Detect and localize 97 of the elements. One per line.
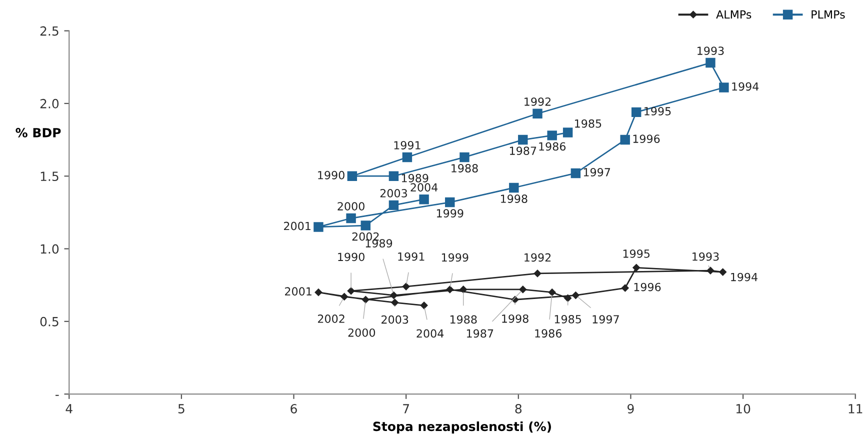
point — [621, 284, 629, 292]
x-tick-label: 7 — [403, 404, 409, 414]
point — [564, 294, 572, 302]
point — [519, 286, 527, 294]
legend-label: PLMPs — [812, 10, 845, 19]
point — [445, 197, 455, 208]
point — [460, 286, 468, 294]
x-tick-label: 5 — [178, 404, 184, 414]
annotation: 2004 — [416, 329, 444, 338]
annotation: 1999 — [436, 209, 464, 218]
annotation: 1989 — [402, 174, 428, 182]
annotation: 1986 — [535, 329, 562, 338]
point — [706, 58, 716, 68]
point — [548, 288, 556, 296]
point — [620, 134, 630, 145]
point — [360, 220, 371, 230]
annotation: 1985 — [575, 119, 602, 128]
annotation: 1989 — [366, 239, 392, 248]
y-tick-label: 2.0 — [40, 98, 59, 108]
point — [340, 293, 348, 300]
annotation: 1991 — [398, 252, 424, 261]
point — [572, 292, 580, 299]
point — [346, 213, 356, 224]
point — [347, 171, 358, 181]
annotation: 2002 — [318, 314, 344, 323]
annotation: 1988 — [452, 164, 478, 172]
point — [314, 222, 324, 232]
annotation: 1987 — [510, 146, 536, 156]
annotation: 2000 — [338, 202, 364, 210]
annotation: 2003 — [382, 315, 408, 324]
annotation: 1985 — [554, 314, 581, 324]
point — [362, 296, 370, 304]
annotation: 1997 — [584, 168, 610, 176]
annotation: 1993 — [698, 46, 724, 56]
point — [314, 288, 322, 296]
point — [518, 134, 528, 145]
y-axis-title: % BDP — [16, 128, 61, 138]
annotation: 1992 — [524, 97, 551, 106]
point — [388, 171, 399, 181]
annotation: 1987 — [466, 329, 494, 338]
annotation: 1990 — [318, 170, 344, 180]
annotation: 2002 — [352, 232, 379, 241]
annotation: 1988 — [450, 315, 477, 324]
point — [420, 302, 428, 310]
annotation: 1996 — [633, 134, 660, 144]
x-tick-label: 4 — [66, 404, 72, 414]
point — [570, 168, 581, 178]
point — [446, 286, 454, 294]
point — [547, 130, 557, 140]
x-tick-label: 9 — [628, 404, 634, 414]
annotation: 2003 — [380, 188, 407, 198]
annotation: 1999 — [442, 253, 468, 262]
x-tick-label: 6 — [290, 404, 297, 414]
legend-label: ALMPs — [716, 10, 752, 19]
annotation: 1994 — [731, 272, 758, 282]
y-tick-label: 2.5 — [40, 26, 58, 36]
x-tick-label: 10 — [736, 404, 750, 414]
annotation: 1997 — [592, 315, 619, 324]
annotation: 1995 — [644, 107, 671, 116]
y-tick-label: 0.5 — [40, 316, 58, 326]
annotation: 1990 — [338, 252, 364, 262]
y-tick-label: - — [56, 394, 59, 396]
annotation: 2001 — [284, 222, 310, 230]
point — [719, 82, 729, 92]
point — [719, 268, 726, 276]
annotation: 1991 — [394, 141, 420, 150]
point — [631, 107, 642, 118]
point — [388, 200, 399, 210]
annotation: 1996 — [634, 282, 661, 292]
point — [509, 182, 519, 193]
point — [402, 152, 412, 162]
x-axis-title: Stopa nezaposlenosti (%) — [373, 421, 551, 434]
x-tick-label: 11 — [848, 404, 862, 414]
point — [534, 270, 542, 278]
point — [632, 264, 640, 272]
point — [532, 108, 542, 118]
x-tick-label: 8 — [515, 404, 522, 414]
point — [460, 152, 470, 162]
annotation: 1993 — [692, 252, 719, 261]
y-tick-label: 1.0 — [40, 244, 59, 254]
point — [347, 287, 355, 295]
point — [391, 298, 398, 306]
annotation: 2004 — [410, 183, 438, 192]
point — [562, 128, 573, 138]
y-tick-label: 1.5 — [40, 172, 58, 182]
annotation: 1998 — [502, 314, 528, 323]
point — [706, 266, 714, 274]
point — [402, 282, 410, 290]
point — [390, 292, 398, 299]
point — [419, 194, 429, 204]
annotation: 1986 — [539, 142, 566, 151]
annotation: 1994 — [732, 82, 759, 91]
annotation: 1995 — [623, 249, 650, 258]
annotation: 1992 — [524, 253, 551, 262]
annotation: 2001 — [285, 287, 312, 296]
annotation: 2000 — [348, 328, 376, 337]
annotation: 1998 — [500, 194, 528, 203]
